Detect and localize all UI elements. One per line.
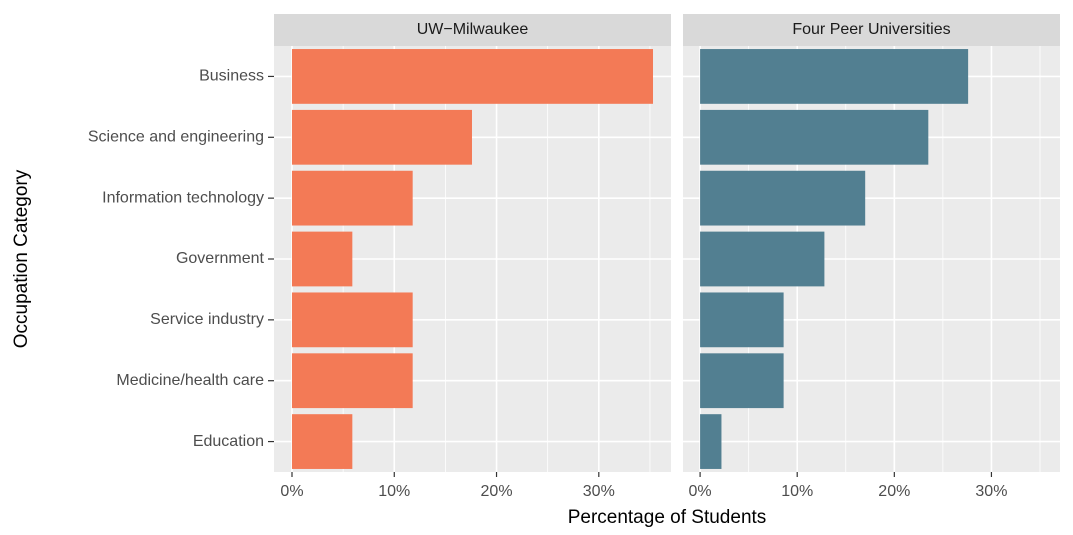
y-tick-label: Service industry [150, 311, 264, 328]
y-axis-title: Occupation Category [11, 169, 32, 348]
x-tick-label: 30% [975, 483, 1007, 500]
bar [291, 49, 654, 104]
bar [700, 49, 969, 104]
x-tick-label: 20% [878, 483, 910, 500]
strip [274, 14, 671, 46]
y-tick-label: Business [199, 68, 264, 85]
bar [700, 170, 866, 226]
x-tick-label: 0% [280, 483, 303, 500]
bar [291, 231, 353, 287]
strip-label: UW−Milwaukee [417, 21, 529, 38]
strip-label: Four Peer Universities [792, 21, 950, 38]
bar [700, 353, 784, 409]
bar [291, 109, 472, 165]
bar [700, 231, 825, 287]
x-tick-label: 20% [481, 483, 513, 500]
bar [700, 109, 929, 165]
x-tick-label: 10% [378, 483, 410, 500]
bar [291, 414, 353, 469]
bar [291, 170, 413, 226]
y-tick-label: Education [193, 433, 264, 450]
y-tick-label: Science and engineering [88, 129, 264, 146]
y-tick-label: Medicine/health care [116, 372, 264, 389]
x-tick-label: 30% [583, 483, 615, 500]
strip [683, 14, 1060, 46]
x-tick-label: 0% [689, 483, 712, 500]
x-tick-label: 10% [781, 483, 813, 500]
bar [700, 414, 722, 469]
y-tick-label: Government [176, 250, 265, 267]
bar [291, 292, 413, 348]
bar [700, 292, 784, 348]
bar [291, 353, 413, 409]
y-tick-label: Information technology [102, 189, 264, 206]
x-axis-title: Percentage of Students [568, 507, 767, 528]
